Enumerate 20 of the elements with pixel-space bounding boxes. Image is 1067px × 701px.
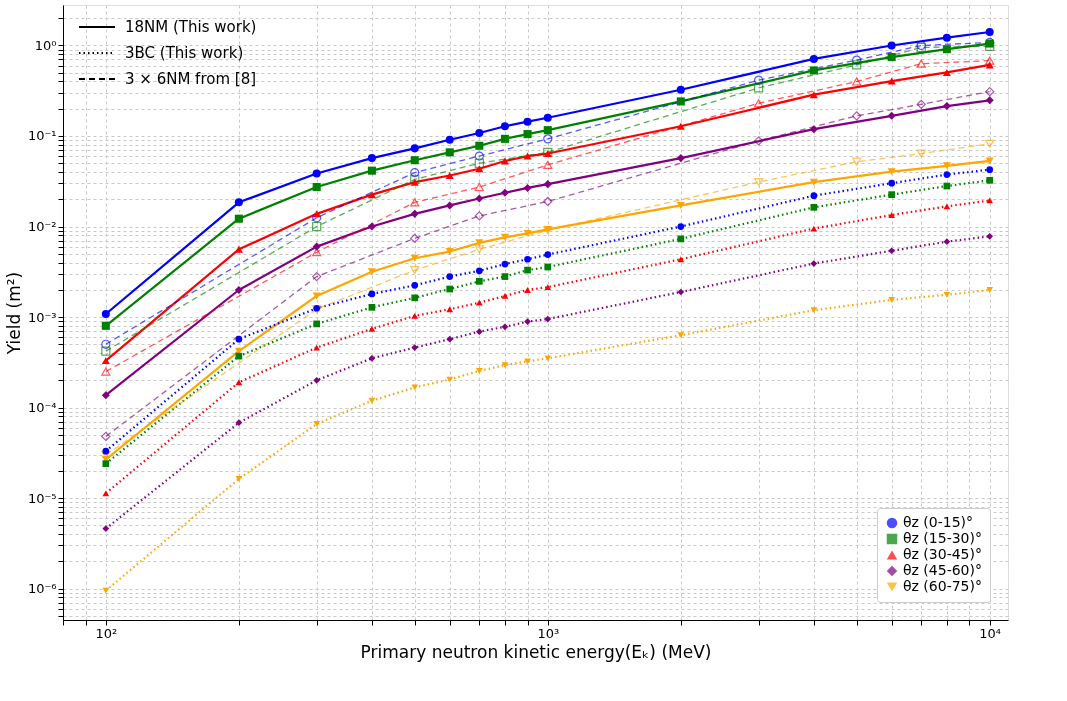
y-tick-label: 10⁻⁴ [27,400,57,416]
x-tick-label: 10³ [537,625,560,641]
y-tick-label: 10⁻¹ [27,128,57,144]
y-tick-label: 10⁻² [27,219,57,235]
x-axis-title: Primary neutron kinetic energy(Eₖ) (MeV) [360,641,712,662]
y-tick-label: 10⁰ [34,37,57,53]
annotation: 18NM (This work) [125,18,257,36]
legend-label: θz (45-60)° [903,562,982,578]
annotation: 3 × 6NM from [8] [125,70,257,88]
legend-label: θz (0-15)° [903,514,974,530]
x-tick-label: 10² [95,625,118,641]
y-tick-label: 10⁻⁵ [27,490,57,506]
y-tick-label: 10⁻⁶ [27,581,57,597]
y-axis-title: Yield (m²) [3,271,24,356]
legend-label: θz (60-75)° [903,578,982,594]
legend-label: θz (30-45)° [903,546,982,562]
x-tick-label: 10⁴ [979,625,1002,641]
y-tick-label: 10⁻³ [27,309,57,325]
annotation: 3BC (This work) [125,44,244,62]
legend-label: θz (15-30)° [903,530,982,546]
